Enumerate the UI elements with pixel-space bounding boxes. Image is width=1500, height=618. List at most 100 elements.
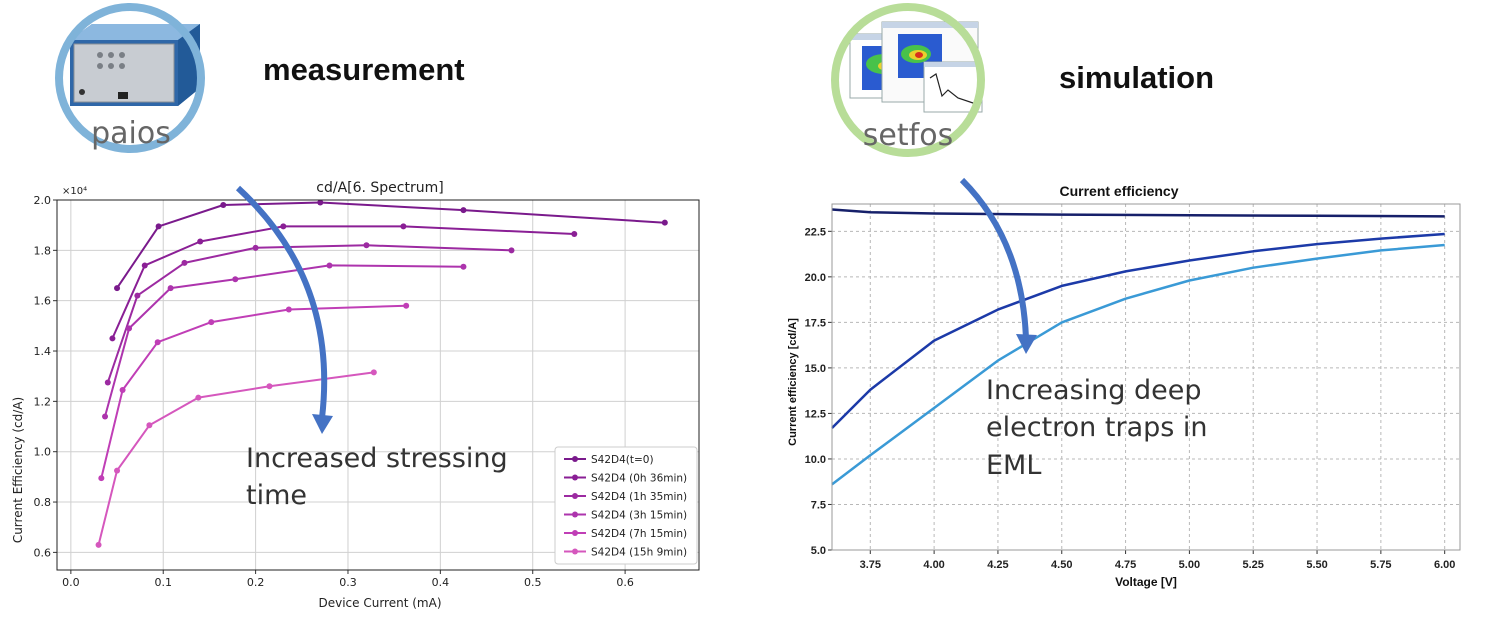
legend-swatch-marker (572, 456, 578, 462)
simulation-chart: Current efficiency Current efficiency [c… (787, 177, 1461, 589)
data-point (195, 394, 202, 401)
left-annotation-line-2: time (246, 480, 307, 511)
y-tick-label: 1.4 (34, 345, 52, 358)
legend-label: S42D4(t=0) (591, 454, 654, 466)
data-point (114, 285, 121, 292)
data-point (95, 541, 102, 548)
series-4 (98, 302, 410, 482)
data-point (400, 223, 407, 230)
y-tick-label: 2.0 (34, 194, 52, 207)
data-point (126, 325, 133, 332)
right-annotation: Increasing deep electron traps in EML (986, 375, 1216, 481)
data-point (403, 302, 410, 309)
left-stress-arrowhead (312, 414, 333, 434)
data-point (208, 319, 215, 326)
y-tick-label: 22.5 (805, 226, 826, 238)
legend-label: S42D4 (15h 9min) (591, 547, 687, 559)
x-tick-label: 5.00 (1179, 559, 1200, 571)
left-legend: S42D4(t=0) S42D4 (0h 36min) S42D4 (1h 35mi… (554, 446, 698, 565)
x-tick-label: 0.2 (247, 576, 265, 589)
legend-label: S42D4 (7h 15min) (591, 528, 687, 540)
x-tick-label: 0.4 (432, 576, 450, 589)
series-line (831, 243, 1445, 486)
left-legend-box (554, 446, 698, 565)
y-tick-label: 7.5 (811, 499, 826, 511)
series-line (831, 208, 1445, 218)
x-tick-label: 6.00 (1434, 559, 1455, 571)
x-tick-label: 4.25 (987, 559, 1008, 571)
series-0 (831, 208, 1445, 218)
data-point (326, 262, 333, 269)
data-point (102, 413, 109, 420)
data-point (119, 387, 126, 394)
left-y-axis-label: Current Efficiency (cd/A) (11, 397, 25, 543)
legend-label: S42D4 (1h 35min) (591, 491, 687, 503)
data-point (280, 223, 287, 230)
x-tick-label: 5.25 (1243, 559, 1264, 571)
data-point (285, 306, 292, 313)
data-point (181, 259, 188, 266)
series-1 (109, 223, 578, 342)
data-point (109, 335, 116, 342)
data-point (232, 276, 239, 283)
left-stress-arrow (235, 185, 328, 419)
left-plot-frame (56, 199, 700, 571)
series-line (831, 232, 1445, 429)
right-trap-arrowhead (1016, 334, 1037, 354)
data-point (141, 262, 148, 269)
data-point (114, 467, 121, 474)
series-2 (831, 243, 1445, 486)
x-tick-label: 4.00 (923, 559, 944, 571)
data-point (370, 369, 377, 376)
y-tick-label: 15.0 (805, 363, 826, 375)
data-point (508, 247, 515, 254)
paios-device-image (70, 24, 200, 106)
left-chart-title: cd/A[6. Spectrum] (316, 180, 443, 196)
x-tick-label: 5.50 (1306, 559, 1327, 571)
y-tick-label: 1.6 (34, 295, 52, 308)
series-line (104, 264, 464, 417)
data-point (167, 285, 174, 292)
right-plot-frame (831, 203, 1461, 551)
paios-ring (55, 3, 205, 153)
series-0 (114, 199, 668, 292)
x-tick-label: 4.50 (1051, 559, 1072, 571)
data-point (104, 379, 111, 386)
left-annotation: Increased stressing time (246, 443, 516, 511)
series-line (100, 304, 407, 479)
x-tick-label: 0.5 (524, 576, 542, 589)
simulation-heading: simulation (1059, 60, 1215, 95)
data-point (252, 244, 259, 251)
right-annotation-line-2: electron traps in (986, 412, 1208, 443)
data-point (220, 202, 227, 209)
left-y-multiplier: ×10⁴ (62, 186, 87, 197)
setfos-logo-text: setfos (863, 118, 953, 153)
measurement-heading: measurement (263, 52, 465, 87)
measurement-chart: cd/A[6. Spectrum] ×10⁴ Current Efficienc… (11, 180, 700, 610)
data-point (661, 219, 668, 226)
legend-swatch-marker (572, 493, 578, 499)
paios-logo: paios (55, 3, 205, 153)
right-chart-title: Current efficiency (1059, 183, 1178, 199)
right-annotation-line-3: EML (986, 450, 1041, 481)
x-tick-label: 0.3 (339, 576, 357, 589)
data-point (197, 238, 204, 245)
y-tick-label: 1.2 (34, 395, 52, 408)
y-tick-label: 1.0 (34, 446, 52, 459)
y-tick-label: 10.0 (805, 454, 826, 466)
data-point (134, 292, 141, 299)
left-annotation-line-1: Increased stressing (246, 443, 508, 474)
series-line (111, 225, 575, 339)
right-annotation-line-1: Increasing deep (986, 375, 1202, 406)
series-2 (104, 242, 515, 386)
series-line (106, 244, 512, 383)
right-y-axis-label: Current efficiency [cd/A] (787, 318, 799, 446)
series-1 (831, 232, 1445, 429)
series-3 (102, 262, 467, 420)
data-point (317, 199, 324, 206)
legend-label: S42D4 (0h 36min) (591, 473, 687, 485)
data-point (460, 207, 467, 214)
data-point (155, 223, 162, 230)
x-tick-label: 0.1 (154, 576, 172, 589)
y-tick-label: 5.0 (811, 545, 826, 557)
